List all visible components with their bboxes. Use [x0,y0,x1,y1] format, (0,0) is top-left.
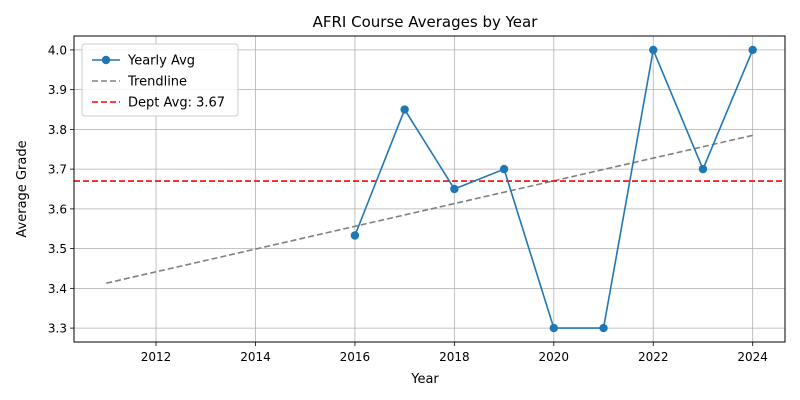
legend-label: Trendline [127,75,187,90]
yearly-avg-point [350,231,360,240]
yearly-avg-point [499,164,509,174]
x-tick-label: 2018 [439,350,470,364]
x-tick-label: 2022 [638,350,669,364]
y-tick-label: 3.4 [48,282,67,296]
y-axis-title: Average Grade [15,140,30,237]
legend-label: Yearly Avg [127,54,195,69]
y-tick-label: 3.8 [48,123,67,137]
chart-title: AFRI Course Averages by Year [313,13,539,31]
yearly-avg-point [748,45,757,55]
yearly-avg-point [400,105,409,114]
legend: Yearly Avg Trendline Dept Avg: 3.67 [81,43,239,117]
x-tick-label: 2024 [737,350,768,364]
y-ticks: 3.3 3.4 3.5 3.6 3.7 3.8 3.9 4.0 [48,43,74,336]
series-layer [74,45,785,333]
x-ticks: 2012 2014 2016 2018 2020 2022 2024 [141,342,768,364]
x-tick-label: 2014 [240,350,271,364]
legend-box [81,43,239,117]
y-tick-label: 3.9 [48,83,67,97]
yearly-avg-point [649,45,658,55]
yearly-avg-point [698,164,708,174]
x-tick-label: 2020 [539,350,570,364]
x-tick-label: 2016 [340,350,371,364]
yearly-avg-point [450,184,459,194]
x-axis-title: Year [410,372,439,387]
legend-label: Dept Avg: 3.67 [128,96,225,111]
trendline [106,134,753,284]
y-tick-label: 3.5 [48,242,67,256]
y-tick-label: 3.6 [48,202,67,216]
y-tick-label: 3.3 [48,322,67,336]
y-tick-label: 4.0 [48,43,67,57]
yearly-avg-point [549,323,559,333]
y-tick-label: 3.7 [48,163,67,177]
x-tick-label: 2012 [141,350,172,364]
legend-marker-yearly-avg [101,55,111,65]
grid [74,36,785,342]
plot-frame [73,35,786,343]
yearly-avg-point [599,323,608,333]
